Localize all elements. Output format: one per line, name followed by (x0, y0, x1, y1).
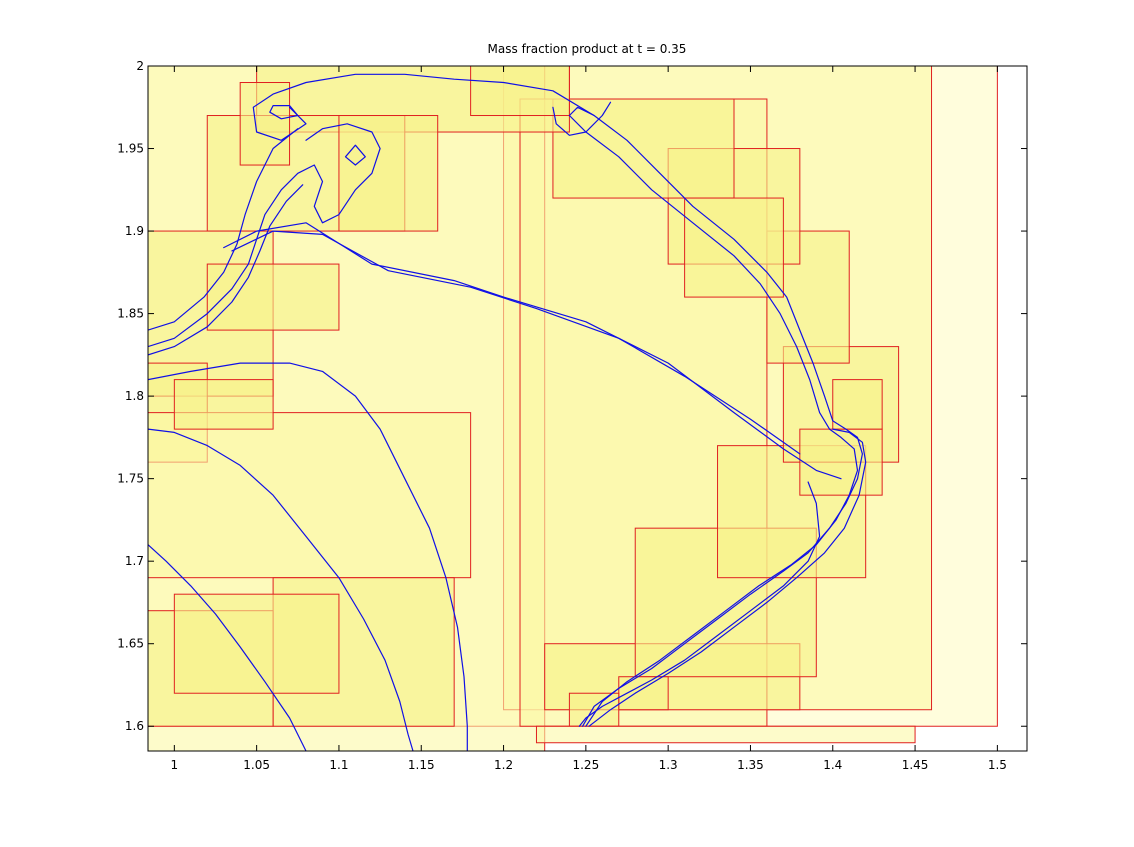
y-tick-label: 1.75 (117, 472, 144, 486)
contour-line-13 (148, 428, 414, 751)
x-tick-label: 1.45 (902, 758, 929, 772)
x-tick-label: 1.25 (572, 758, 599, 772)
amr-box-28 (684, 197, 784, 298)
y-tick-label: 1.6 (125, 719, 144, 733)
amr-box-10 (552, 98, 735, 199)
contour-line-10 (223, 222, 842, 480)
amr-box-25 (239, 82, 291, 166)
amr-box-23 (799, 428, 883, 496)
amr-box-21 (568, 692, 620, 727)
x-tick-label: 1.4 (823, 758, 842, 772)
contour-line-4 (148, 123, 381, 348)
x-tick-label: 1.35 (737, 758, 764, 772)
contour-line-2 (588, 428, 867, 727)
amr-box-24 (832, 379, 883, 430)
x-tick-label: 1 (171, 758, 179, 772)
contour-line-5 (148, 184, 304, 356)
contour-line-3 (578, 481, 821, 727)
plot-frame (147, 65, 1028, 752)
contour-line-14 (148, 544, 307, 751)
chart-title: Mass fraction product at t = 0.35 (488, 42, 687, 56)
x-axis: 1 1.05 1.1 1.15 1.2 1.25 1.3 1.35 1.4 1.45 1.5 (171, 66, 1007, 772)
contour-line-8 (269, 104, 299, 120)
contour-line-1 (568, 106, 859, 727)
contour-line-11 (231, 230, 801, 455)
amr-box-16 (148, 412, 472, 579)
y-tick-label: 2 (136, 59, 144, 73)
amr-box-27 (470, 66, 570, 117)
x-tick-label: 1.5 (988, 758, 1007, 772)
y-tick-label: 1.85 (117, 307, 144, 321)
y-tick-label: 1.95 (117, 142, 144, 156)
contour-line-6 (148, 128, 299, 331)
y-tick-label: 1.9 (125, 224, 144, 238)
contour-line-7 (344, 144, 366, 166)
contour-line-12 (148, 362, 468, 751)
y-tick-label: 1.65 (117, 637, 144, 651)
y-tick-label: 1.8 (125, 389, 144, 403)
amr-box-26 (338, 115, 439, 232)
contour-line-9 (552, 101, 612, 136)
contour-line-0 (252, 73, 864, 727)
amr-box-14 (206, 263, 340, 331)
contour-series-layer (148, 73, 867, 751)
amr-boxes-layer (148, 66, 998, 751)
x-tick-label: 1.15 (408, 758, 435, 772)
y-axis: 1.6 1.65 1.7 1.75 1.8 1.85 1.9 1.95 2 (117, 59, 1027, 733)
amr-box-29 (173, 379, 274, 430)
x-tick-label: 1.3 (659, 758, 678, 772)
amr-box-19 (173, 593, 340, 694)
amr-box-22 (535, 725, 916, 744)
x-tick-label: 1.05 (243, 758, 270, 772)
x-tick-label: 1.1 (329, 758, 348, 772)
x-tick-label: 1.2 (494, 758, 513, 772)
y-tick-label: 1.7 (125, 554, 144, 568)
